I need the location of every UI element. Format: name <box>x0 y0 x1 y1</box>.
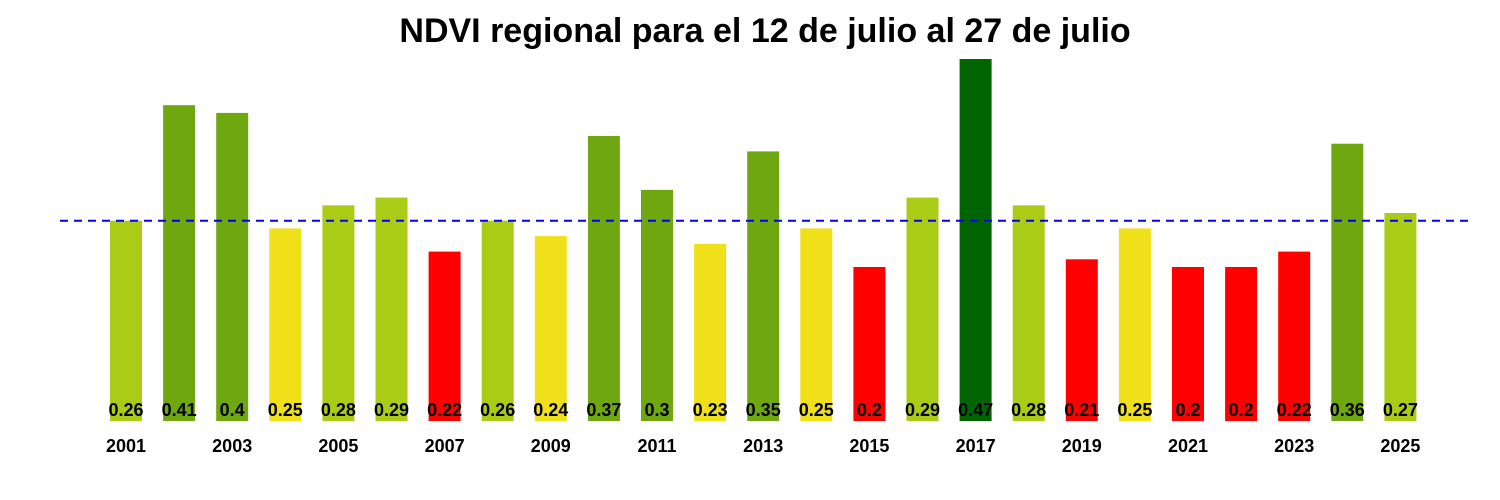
x-tick-label-2003: 2003 <box>212 436 252 456</box>
bar-2012 <box>694 243 727 421</box>
value-label-2007: 0.22 <box>427 400 462 420</box>
bar-2016 <box>906 197 939 421</box>
value-label-2020: 0.25 <box>1117 400 1152 420</box>
bar-2021 <box>1172 267 1204 421</box>
x-tick-label-2011: 2011 <box>637 436 676 456</box>
bar-2015 <box>853 267 886 421</box>
value-label-2008: 0.26 <box>480 400 515 420</box>
bar-2002 <box>163 105 196 421</box>
value-label-2018: 0.28 <box>1011 400 1046 420</box>
value-label-2013: 0.35 <box>746 400 781 420</box>
x-tick-label-2015: 2015 <box>849 436 889 456</box>
value-label-2014: 0.25 <box>799 400 834 420</box>
bar-2004 <box>269 228 302 421</box>
x-tick-label-2019: 2019 <box>1062 436 1102 456</box>
bar-2013 <box>747 151 780 421</box>
value-label-2003: 0.4 <box>220 400 245 420</box>
bar-2023 <box>1278 251 1311 421</box>
value-label-2019: 0.21 <box>1064 400 1099 420</box>
bar-2020 <box>1118 228 1151 421</box>
value-label-2010: 0.37 <box>586 400 621 420</box>
value-label-2025: 0.27 <box>1383 400 1418 420</box>
bar-2001 <box>110 220 142 421</box>
bar-2018 <box>1012 205 1045 421</box>
value-label-2017: 0.47 <box>958 400 993 420</box>
value-label-2012: 0.23 <box>693 400 728 420</box>
bar-2003 <box>216 112 249 422</box>
bar-2017 <box>959 59 992 421</box>
bar-2019 <box>1065 259 1098 421</box>
chart-title: NDVI regional para el 12 de julio al 27 … <box>399 12 1131 50</box>
bar-2025 <box>1384 213 1417 421</box>
value-label-2015: 0.2 <box>857 400 882 420</box>
bar-2014 <box>800 228 833 421</box>
bar-2024 <box>1331 143 1364 421</box>
value-label-2004: 0.25 <box>268 400 303 420</box>
value-label-2022: 0.2 <box>1229 400 1254 420</box>
x-tick-label-2009: 2009 <box>531 436 571 456</box>
bar-2006 <box>375 197 408 421</box>
x-tick-label-2021: 2021 <box>1168 436 1208 456</box>
x-tick-label-2017: 2017 <box>956 436 996 456</box>
value-label-2021: 0.2 <box>1175 400 1200 420</box>
x-tick-label-2005: 2005 <box>318 436 358 456</box>
x-tick-label-2025: 2025 <box>1380 436 1420 456</box>
value-label-2024: 0.36 <box>1330 400 1365 420</box>
value-labels-layer: 0.26 0.41 0.4 0.25 0.28 0.29 0.22 0.26 0.24 0.37 0… <box>108 400 1417 420</box>
x-tick-label-2013: 2013 <box>743 436 783 456</box>
bar-2022 <box>1225 267 1258 421</box>
bar-2009 <box>534 236 567 421</box>
bar-2011 <box>641 189 673 421</box>
value-label-2023: 0.22 <box>1277 400 1312 420</box>
bar-2008 <box>481 220 514 421</box>
bar-2010 <box>587 136 620 421</box>
value-label-2001: 0.26 <box>108 400 143 420</box>
bar-2005 <box>322 205 355 421</box>
bars-layer <box>110 59 1417 422</box>
value-label-2009: 0.24 <box>533 400 568 420</box>
x-tick-label-2007: 2007 <box>425 436 465 456</box>
x-tick-labels-layer: 2001 2003 2005 2007 2009 2011 2013 2015 2017 2019… <box>106 436 1420 456</box>
value-label-2011: 0.3 <box>644 400 669 420</box>
value-label-2005: 0.28 <box>321 400 356 420</box>
value-label-2016: 0.29 <box>905 400 940 420</box>
value-label-2006: 0.29 <box>374 400 409 420</box>
bar-2007 <box>428 251 461 421</box>
x-tick-label-2023: 2023 <box>1274 436 1314 456</box>
value-label-2002: 0.41 <box>162 400 197 420</box>
x-tick-label-2001: 2001 <box>106 436 146 456</box>
